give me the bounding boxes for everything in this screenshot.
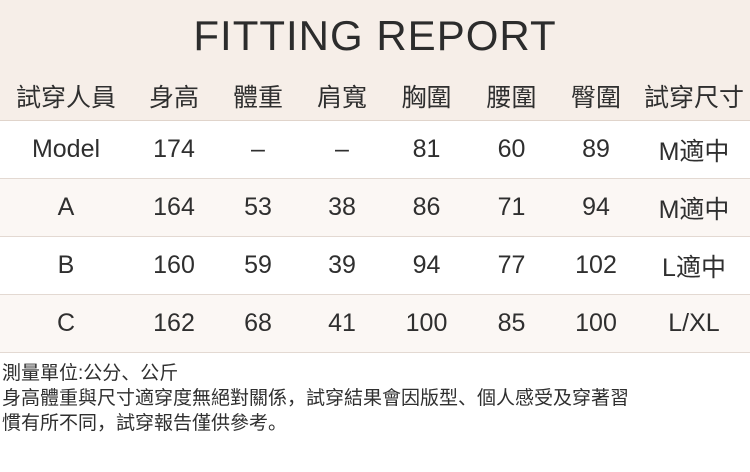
table-row: C 162 68 41 100 85 100 L/XL <box>0 294 750 353</box>
fitting-table: 試穿人員 身高 體重 肩寬 胸圍 腰圍 臀圍 試穿尺寸 Model 174 – … <box>0 72 750 353</box>
cell-size: M適中 <box>638 178 750 237</box>
cell-size: L適中 <box>638 236 750 295</box>
cell-height: 164 <box>132 178 216 237</box>
table-row: B 160 59 39 94 77 102 L適中 <box>0 236 750 295</box>
cell-weight: – <box>216 120 300 179</box>
note-line-disclaimer-2: 慣有所不同，試穿報告僅供參考。 <box>2 413 288 435</box>
cell-waist: 85 <box>469 294 554 353</box>
column-header-shoulder: 肩寬 <box>300 72 384 121</box>
cell-waist: 60 <box>469 120 554 179</box>
cell-hip: 89 <box>554 120 638 179</box>
column-header-waist: 腰圍 <box>469 72 554 121</box>
cell-weight: 53 <box>216 178 300 237</box>
cell-waist: 77 <box>469 236 554 295</box>
column-header-hip: 臀圍 <box>554 72 638 121</box>
cell-hip: 94 <box>554 178 638 237</box>
note-line-disclaimer-1: 身高體重與尺寸適穿度無絕對關係，試穿結果會因版型、個人感受及穿著習 <box>2 388 630 410</box>
cell-waist: 71 <box>469 178 554 237</box>
note-line-units: 測量單位:公分、公斤 <box>2 363 179 384</box>
cell-bust: 100 <box>384 294 469 353</box>
column-header-bust: 胸圍 <box>384 72 469 121</box>
column-header-person: 試穿人員 <box>0 72 132 121</box>
cell-person: Model <box>0 120 132 179</box>
cell-size: M適中 <box>638 120 750 179</box>
table-row: Model 174 – – 81 60 89 M適中 <box>0 120 750 179</box>
measurement-notes: 測量單位:公分、公斤 身高體重與尺寸適穿度無絕對關係，試穿結果會因版型、個人感受… <box>0 353 750 436</box>
column-header-size: 試穿尺寸 <box>638 72 750 121</box>
cell-shoulder: – <box>300 120 384 179</box>
table-header: 試穿人員 身高 體重 肩寬 胸圍 腰圍 臀圍 試穿尺寸 <box>0 72 750 121</box>
column-header-weight: 體重 <box>216 72 300 121</box>
cell-height: 160 <box>132 236 216 295</box>
cell-hip: 102 <box>554 236 638 295</box>
cell-height: 174 <box>132 120 216 179</box>
table-body: Model 174 – – 81 60 89 M適中 A 164 53 38 8… <box>0 120 750 353</box>
cell-weight: 68 <box>216 294 300 353</box>
cell-shoulder: 41 <box>300 294 384 353</box>
cell-weight: 59 <box>216 236 300 295</box>
cell-person: A <box>0 178 132 237</box>
cell-size: L/XL <box>638 294 750 353</box>
title-band: FITTING REPORT <box>0 0 750 72</box>
cell-person: B <box>0 236 132 295</box>
page-title: FITTING REPORT <box>193 12 557 59</box>
cell-bust: 94 <box>384 236 469 295</box>
cell-bust: 86 <box>384 178 469 237</box>
cell-height: 162 <box>132 294 216 353</box>
cell-hip: 100 <box>554 294 638 353</box>
cell-shoulder: 39 <box>300 236 384 295</box>
cell-person: C <box>0 294 132 353</box>
column-header-height: 身高 <box>132 72 216 121</box>
table-header-row: 試穿人員 身高 體重 肩寬 胸圍 腰圍 臀圍 試穿尺寸 <box>0 72 750 121</box>
table-row: A 164 53 38 86 71 94 M適中 <box>0 178 750 237</box>
cell-shoulder: 38 <box>300 178 384 237</box>
cell-bust: 81 <box>384 120 469 179</box>
